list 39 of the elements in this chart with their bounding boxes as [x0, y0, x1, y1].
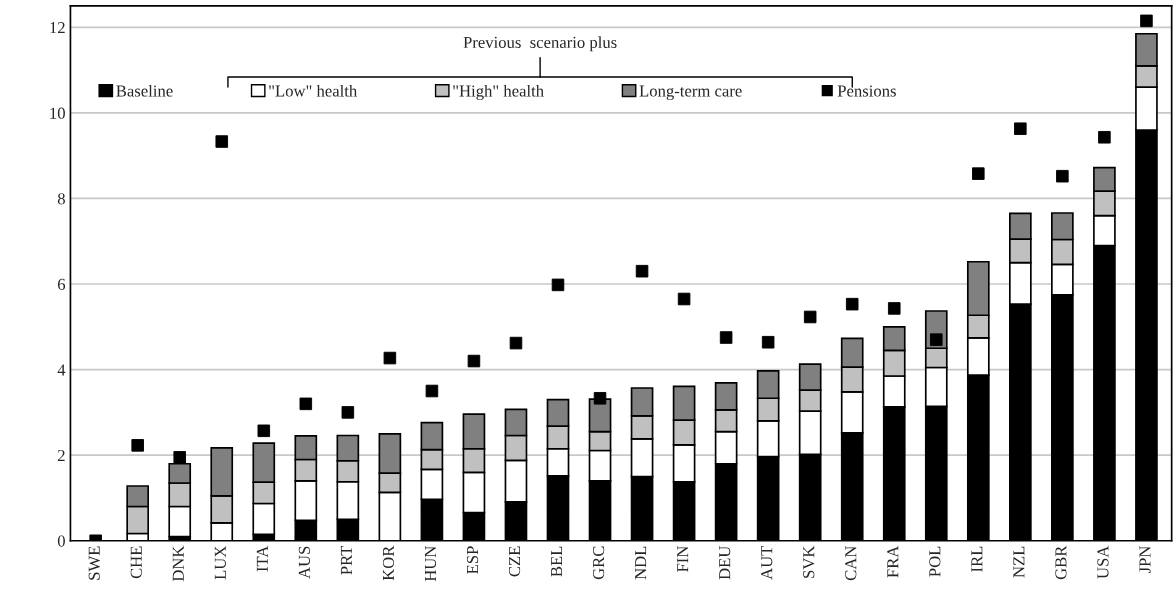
x-tick-label: PRT	[340, 545, 352, 575]
legend-label: Baseline	[116, 84, 173, 97]
y-tick-label: 0	[57, 535, 65, 547]
legend-label: "Low" health	[269, 84, 358, 97]
x-tick-label: FRA	[887, 545, 899, 578]
legend-label: "High" health	[453, 84, 544, 101]
x-tick-label: BEL	[551, 546, 563, 577]
x-tick-label: AUT	[761, 545, 773, 580]
x-tick-label: FIN	[677, 546, 689, 572]
y-tick-label: 8	[57, 193, 65, 205]
x-tick-label: USA	[1097, 545, 1109, 579]
x-tick-label: GRC	[593, 546, 605, 580]
x-tick-label: ESP	[466, 546, 479, 574]
x-tick-label: KOR	[382, 545, 395, 581]
x-tick-label: ITA	[256, 545, 268, 572]
x-tick-label: DEU	[719, 545, 731, 580]
x-tick-label: IRL	[971, 546, 983, 572]
x-tick-label: CZE	[508, 546, 521, 577]
y-tick-label: 6	[57, 278, 66, 290]
x-tick-label: CHE	[130, 546, 142, 579]
x-tick-label: LUX	[214, 545, 226, 580]
x-tick-label: SWE	[88, 546, 100, 580]
x-tick-label: GBR	[1055, 545, 1067, 580]
y-tick-label: 10	[50, 107, 65, 119]
y-tick-label: 4	[57, 364, 66, 376]
x-tick-label: CAN	[845, 546, 857, 581]
y-tick-label: 2	[57, 449, 65, 461]
x-tick-label: DNK	[172, 545, 184, 582]
x-tick-label: POL	[929, 546, 941, 577]
x-tick-label: NZL	[1013, 546, 1025, 578]
x-tick-label: SVK	[803, 545, 815, 578]
legend-label: Pensions	[837, 85, 896, 97]
x-tick-label: NDL	[635, 546, 647, 580]
x-tick-label: AUS	[298, 546, 310, 579]
x-tick-label: HUN	[425, 546, 437, 582]
legend-label: Long-term care	[639, 85, 742, 101]
y-tick-label: 12	[50, 22, 65, 34]
x-tick-label: JPN	[1139, 546, 1151, 574]
annotation: Previous scenario plus	[463, 36, 617, 52]
